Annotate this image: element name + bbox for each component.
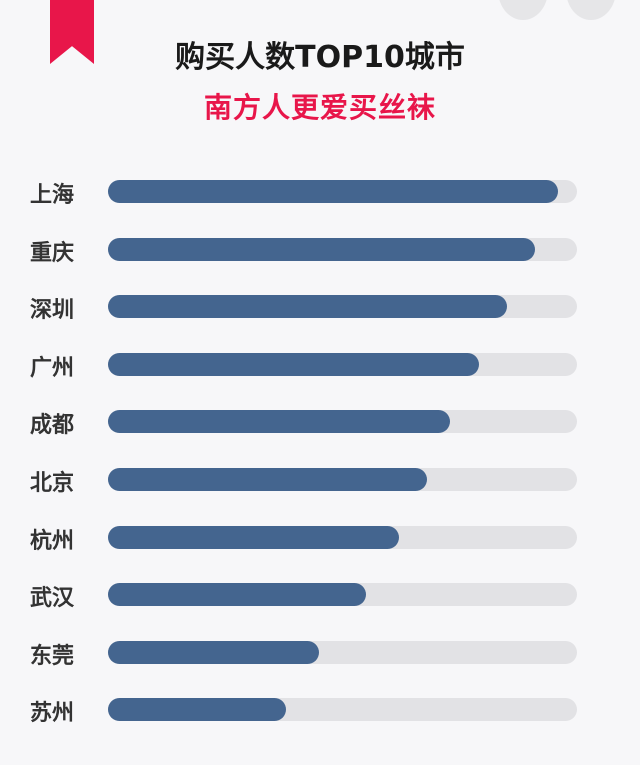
bar-row: 北京 bbox=[0, 468, 640, 496]
bar bbox=[108, 352, 479, 376]
category-label: 北京 bbox=[30, 471, 75, 496]
bar-track bbox=[108, 352, 577, 376]
category-label: 东莞 bbox=[30, 643, 75, 669]
bar-row: 成都 bbox=[0, 410, 640, 438]
category-label: 上海 bbox=[30, 183, 75, 208]
bar bbox=[108, 468, 427, 491]
category-label: 广州 bbox=[30, 355, 75, 381]
bar bbox=[108, 237, 535, 261]
bar-track bbox=[108, 525, 577, 549]
category-label: 重庆 bbox=[30, 240, 75, 266]
bar-track bbox=[108, 640, 577, 664]
bar-row: 上海 bbox=[0, 180, 640, 208]
chart-title: 购买人数TOP10城市 bbox=[175, 40, 465, 75]
category-label: 成都 bbox=[30, 413, 75, 439]
chart-subtitle: 南方人更爱买丝袜 bbox=[203, 91, 436, 124]
category-label: 苏州 bbox=[30, 701, 75, 727]
category-label: 杭州 bbox=[30, 528, 75, 554]
bar-track bbox=[108, 410, 577, 434]
bar-track bbox=[108, 237, 577, 261]
decorative-circle bbox=[566, 0, 616, 20]
bar-row: 东莞 bbox=[0, 640, 640, 669]
bar-row: 广州 bbox=[0, 352, 640, 381]
bar bbox=[108, 640, 320, 664]
bar-row: 苏州 bbox=[0, 698, 640, 726]
category-label: 武汉 bbox=[30, 586, 75, 612]
category-label: 深圳 bbox=[30, 298, 75, 324]
bar-track bbox=[108, 180, 577, 203]
bar-track bbox=[108, 468, 577, 491]
bar bbox=[108, 583, 366, 607]
bar bbox=[108, 410, 451, 434]
bar-row: 杭州 bbox=[0, 525, 640, 554]
bar bbox=[108, 180, 559, 203]
bar-track bbox=[108, 698, 577, 722]
bar bbox=[108, 295, 507, 319]
bar-row: 深圳 bbox=[0, 295, 640, 323]
bar bbox=[108, 698, 287, 722]
decorative-circle bbox=[498, 0, 548, 20]
bar-row: 重庆 bbox=[0, 237, 640, 266]
bar-track bbox=[108, 295, 577, 319]
bar bbox=[108, 525, 399, 549]
bar-row: 武汉 bbox=[0, 583, 640, 611]
bar-track bbox=[108, 583, 577, 607]
